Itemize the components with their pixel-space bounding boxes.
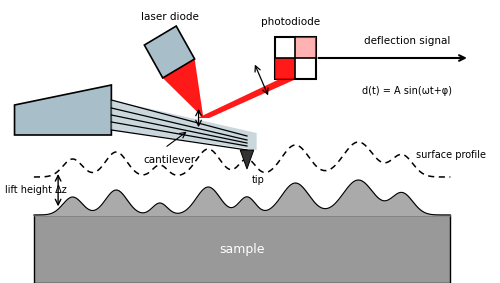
Polygon shape — [144, 26, 194, 78]
Text: deflection signal: deflection signal — [364, 36, 450, 46]
Polygon shape — [14, 85, 112, 135]
Polygon shape — [240, 150, 254, 169]
Text: laser diode: laser diode — [140, 12, 198, 22]
Text: sample: sample — [220, 243, 265, 256]
Bar — [275, 37, 316, 79]
Text: tip: tip — [252, 175, 264, 185]
Text: surface profile: surface profile — [416, 150, 486, 160]
Text: d(t) = A sin(ωt+φ): d(t) = A sin(ωt+φ) — [362, 86, 452, 96]
Bar — [275, 58, 295, 79]
Bar — [296, 37, 316, 58]
Text: lift height Δz: lift height Δz — [5, 185, 66, 195]
Polygon shape — [112, 100, 256, 150]
Bar — [34, 215, 450, 283]
Polygon shape — [198, 79, 296, 118]
Text: photodiode: photodiode — [261, 17, 320, 27]
Polygon shape — [163, 59, 203, 118]
Text: cantilever: cantilever — [144, 155, 196, 165]
